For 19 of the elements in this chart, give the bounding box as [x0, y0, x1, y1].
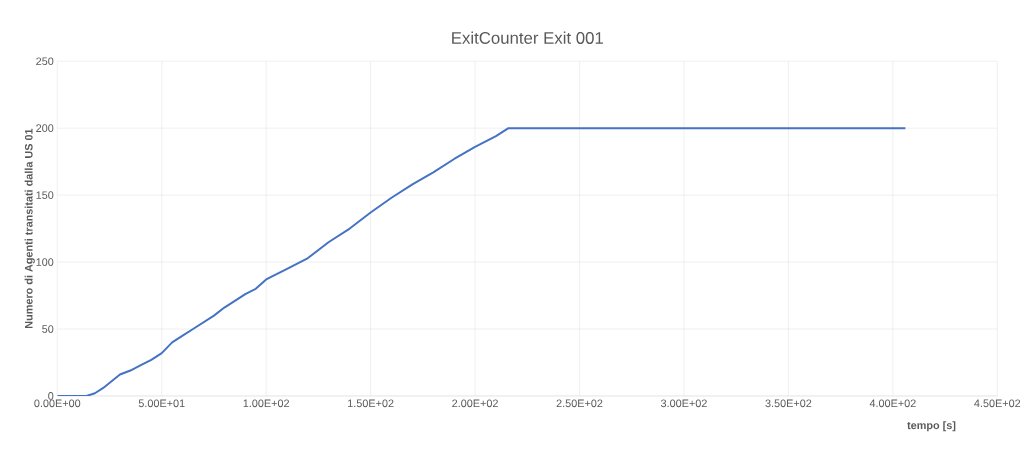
- x-tick-label: 4.50E+02: [974, 399, 1021, 408]
- y-tick-label: 250: [36, 57, 54, 65]
- x-tick-label: 2.50E+02: [556, 399, 603, 408]
- x-axis-title: tempo [s]: [907, 421, 956, 432]
- y-tick-label: 0: [48, 392, 54, 400]
- x-tick-label: 4.00E+02: [869, 399, 916, 408]
- x-tick-label: 0.00E+00: [34, 399, 81, 408]
- y-tick-label: 150: [36, 191, 54, 199]
- y-tick-label: 50: [42, 325, 54, 333]
- y-axis-title: Numero di Agenti transitati dalla US 01: [24, 128, 35, 328]
- y-tick-label: 200: [36, 124, 54, 132]
- x-tick-label: 1.50E+02: [348, 399, 394, 408]
- x-tick-label: 5.00E+01: [138, 399, 185, 408]
- chart-title: ExitCounter Exit 001: [452, 31, 603, 44]
- x-tick-label: 3.00E+02: [660, 399, 707, 408]
- x-tick-label: 2.00E+02: [452, 399, 498, 408]
- x-tick-label: 3.50E+02: [765, 399, 812, 408]
- x-tick-label: 1.00E+02: [243, 399, 290, 408]
- y-tick-label: 100: [36, 258, 54, 266]
